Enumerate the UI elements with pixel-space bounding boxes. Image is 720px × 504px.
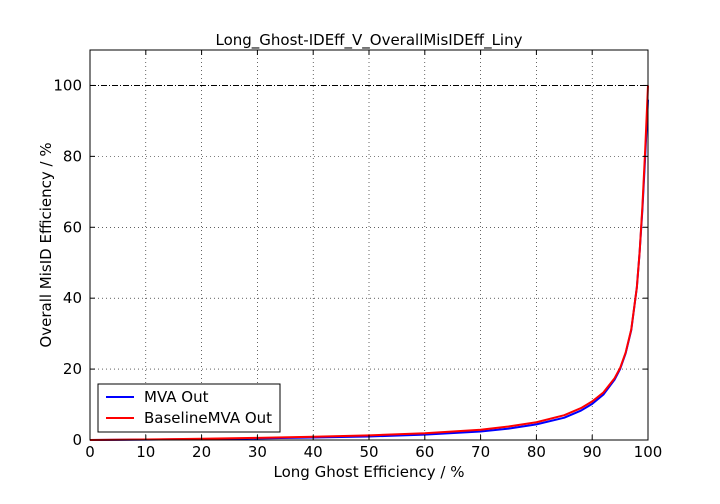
x-tick-label: 60 bbox=[415, 443, 434, 461]
x-tick-label: 100 bbox=[634, 443, 663, 461]
y-tick-label: 0 bbox=[72, 431, 82, 449]
x-tick-label: 20 bbox=[192, 443, 211, 461]
y-tick-label: 20 bbox=[63, 360, 82, 378]
y-tick-label: 60 bbox=[63, 218, 82, 236]
x-tick-label: 0 bbox=[85, 443, 95, 461]
y-tick-label: 100 bbox=[53, 76, 82, 94]
legend-label: BaselineMVA Out bbox=[144, 409, 272, 427]
x-tick-label: 30 bbox=[248, 443, 267, 461]
x-tick-label: 10 bbox=[136, 443, 155, 461]
y-axis-title: Overall MisID Efficiency / % bbox=[37, 142, 55, 347]
x-axis-title: Long Ghost Efficiency / % bbox=[274, 463, 465, 481]
legend-box bbox=[97, 383, 281, 433]
x-tick-label: 50 bbox=[359, 443, 378, 461]
legend-label: MVA Out bbox=[144, 388, 209, 406]
chart-title: Long_Ghost-IDEff_V_OverallMisIDEff_Liny bbox=[216, 31, 523, 50]
x-tick-label: 40 bbox=[304, 443, 323, 461]
x-tick-label: 70 bbox=[471, 443, 490, 461]
y-tick-label: 80 bbox=[63, 147, 82, 165]
legend: MVA Out BaselineMVA Out bbox=[97, 383, 281, 433]
x-tick-label: 80 bbox=[527, 443, 546, 461]
tick-labels: 0 10 20 30 40 50 60 70 80 90 100 0 20 40 60 80 100 bbox=[53, 76, 662, 461]
series-line bbox=[89, 85, 649, 441]
y-tick-label: 40 bbox=[63, 289, 82, 307]
x-tick-label: 90 bbox=[583, 443, 602, 461]
ticks bbox=[89, 50, 649, 441]
series-layer bbox=[89, 85, 649, 441]
grid bbox=[90, 50, 648, 440]
